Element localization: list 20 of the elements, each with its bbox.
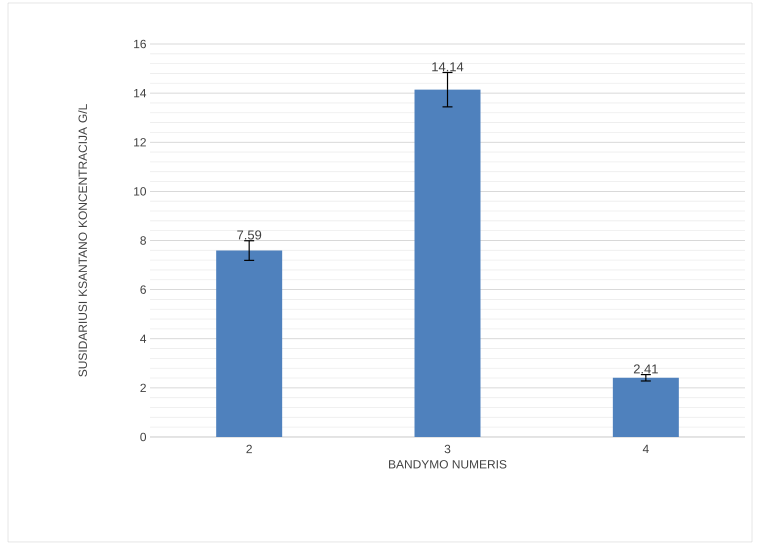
bar [414,90,481,437]
x-tick-label: 2 [246,444,252,454]
y-axis-title: SUSIDARIUSI KSANTANO KONCENTRACIJA G/L [78,104,87,377]
y-tick-label: 14 [134,89,146,98]
x-tick-label: 4 [642,444,649,453]
y-tick-label: 10 [134,187,146,196]
data-label: 2.41 [634,364,658,374]
data-label: 14.14 [432,62,464,72]
y-tick-label: 16 [134,40,146,48]
y-tick-label: 4 [140,334,146,343]
x-axis-title: BANDYMO NUMERIS [389,460,506,469]
data-label: 7.59 [237,230,262,240]
x-tick-label: 3 [444,444,450,454]
y-tick-label: 0 [140,432,146,442]
y-tick-label: 2 [140,384,146,392]
y-tick-label: 8 [140,236,146,245]
y-tick-label: 12 [134,138,146,146]
bar [612,378,679,437]
bar [216,250,282,437]
y-tick-label: 6 [140,285,146,294]
